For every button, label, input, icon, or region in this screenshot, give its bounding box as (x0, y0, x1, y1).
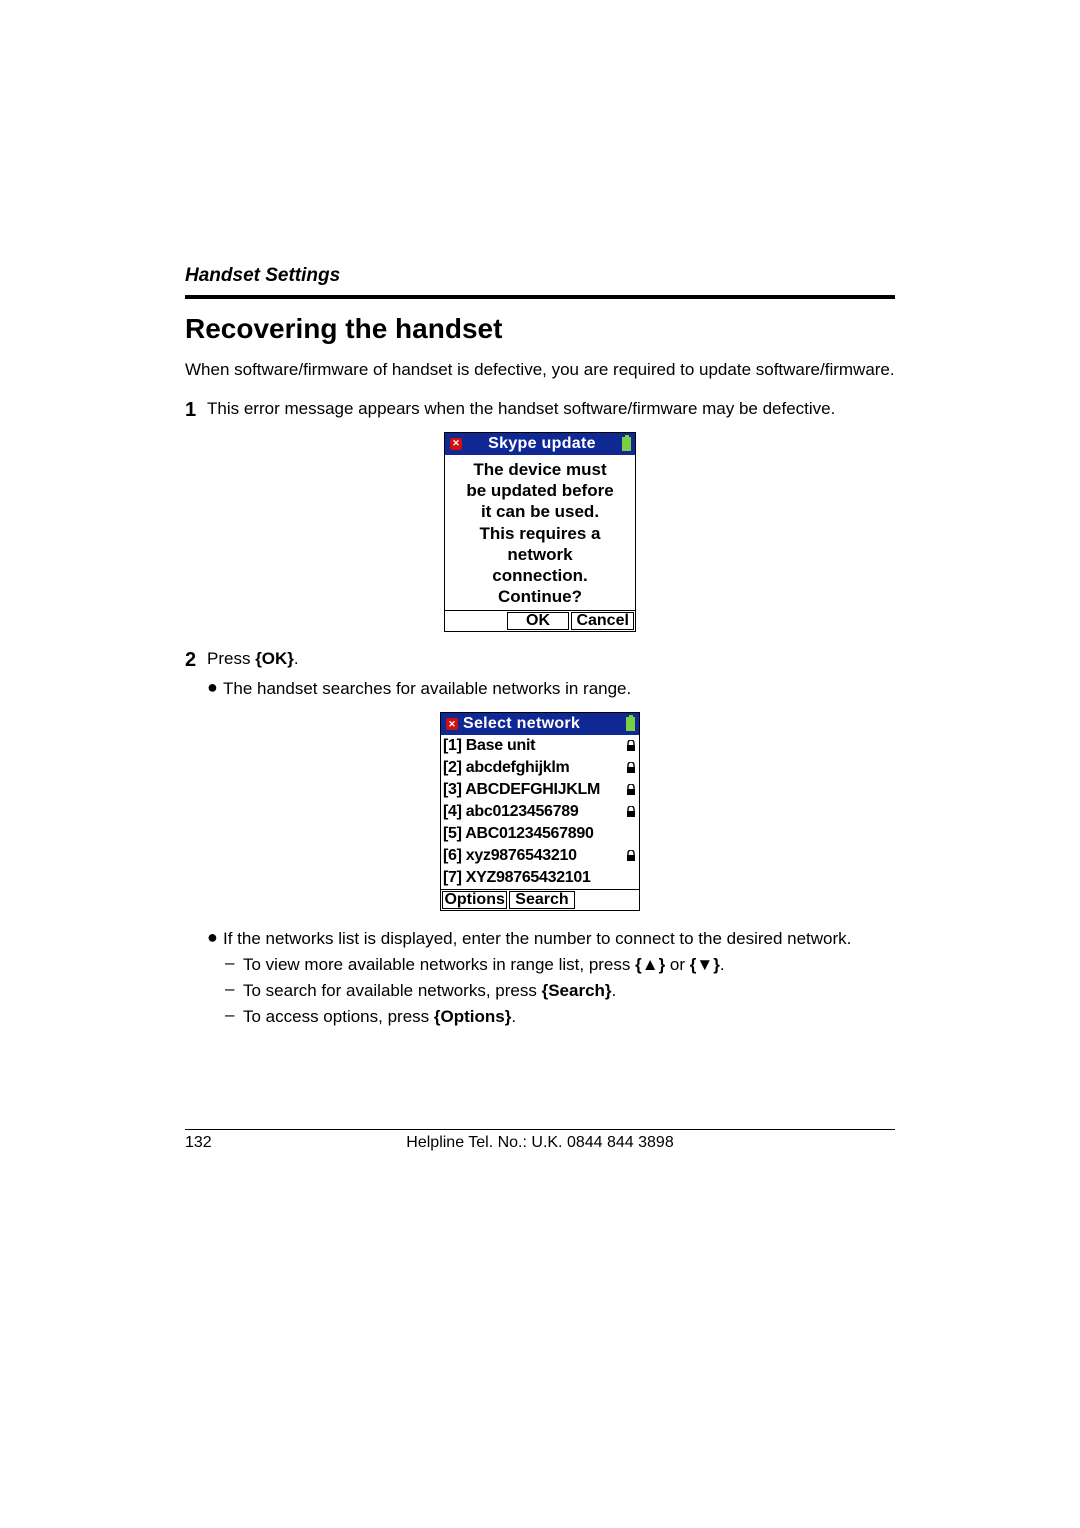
step-2-bullet: The handset searches for available netwo… (223, 677, 895, 701)
network-row[interactable]: [2] abcdefghijklm (441, 757, 639, 779)
step-2-key: {OK} (255, 649, 294, 668)
status-icon: ✕ (443, 718, 461, 730)
sub-bullet-3: To access options, press {Options}. (243, 1005, 895, 1029)
footer-helpline: Helpline Tel. No.: U.K. 0844 844 3898 (406, 1134, 673, 1152)
page-number: 132 (185, 1134, 212, 1154)
screen1-line: be updated before (447, 480, 633, 501)
screen1-body: The device must be updated before it can… (445, 455, 635, 610)
after-bullet: If the networks list is displayed, enter… (223, 927, 895, 951)
network-label: [5] ABC01234567890 (443, 825, 625, 843)
footer: 132 Helpline Tel. No.: U.K. 0844 844 389… (185, 1134, 895, 1154)
screen1-line: connection. (447, 565, 633, 586)
step-1: 1 This error message appears when the ha… (185, 398, 895, 422)
step-1-text: This error message appears when the hand… (207, 398, 895, 422)
screen2-title: Select network (461, 715, 623, 733)
screen1-line: Continue? (447, 586, 633, 607)
battery-icon (623, 717, 637, 731)
dash-icon: – (225, 1005, 243, 1029)
lock-icon (625, 850, 637, 862)
lock-icon (625, 740, 637, 752)
bullet-icon: ● (207, 677, 223, 701)
screen1-line: it can be used. (447, 501, 633, 522)
softkey-cancel[interactable]: Cancel (571, 612, 634, 630)
select-network-screen: ✕ Select network [1] Base unit [2] abcdef… (440, 712, 640, 911)
lock-icon (625, 806, 637, 818)
softkey-search[interactable]: Search (509, 891, 574, 909)
dash-icon: – (225, 979, 243, 1003)
battery-icon (619, 437, 633, 451)
page-title: Recovering the handset (185, 313, 895, 345)
sub-bullet-2: To search for available networks, press … (243, 979, 895, 1003)
footer-rule (185, 1129, 895, 1130)
network-row[interactable]: [3] ABCDEFGHIJKLM (441, 779, 639, 801)
skype-update-screen: ✕ Skype update The device must be update… (444, 432, 636, 632)
screen1-titlebar: ✕ Skype update (445, 433, 635, 455)
screen1-line: The device must (447, 459, 633, 480)
sub-bullet-1: To view more available networks in range… (243, 953, 895, 977)
network-row[interactable]: [1] Base unit (441, 735, 639, 757)
network-label: [1] Base unit (443, 737, 625, 755)
status-icon: ✕ (447, 438, 465, 450)
step-2: 2 Press {OK}. ● The handset searches for… (185, 648, 895, 703)
step-1-number: 1 (185, 398, 207, 422)
screen2-titlebar: ✕ Select network (441, 713, 639, 735)
screen2-softkeys: Options Search (441, 889, 639, 910)
network-label: [2] abcdefghijklm (443, 759, 625, 777)
screen1-line: This requires a (447, 523, 633, 544)
bullet-icon: ● (207, 927, 223, 951)
network-row[interactable]: [7] XYZ98765432101 (441, 867, 639, 889)
network-row[interactable]: [5] ABC01234567890 (441, 823, 639, 845)
section-header: Handset Settings (185, 265, 895, 287)
screen1-line: network (447, 544, 633, 565)
network-label: [3] ABCDEFGHIJKLM (443, 781, 625, 799)
step-2-number: 2 (185, 648, 207, 703)
intro-text: When software/firmware of handset is def… (185, 359, 895, 382)
lock-icon (625, 762, 637, 774)
network-row[interactable]: [4] abc0123456789 (441, 801, 639, 823)
lock-icon (625, 784, 637, 796)
screen1-softkeys: OK Cancel (445, 610, 635, 631)
softkey-options[interactable]: Options (442, 891, 507, 909)
step-2-text-pre: Press (207, 649, 255, 668)
network-label: [6] xyz9876543210 (443, 847, 625, 865)
screen1-title: Skype update (465, 435, 619, 453)
section-rule (185, 295, 895, 299)
softkey-left[interactable] (445, 611, 506, 631)
softkey-right[interactable] (576, 890, 639, 910)
dash-icon: – (225, 953, 243, 977)
network-list: [1] Base unit [2] abcdefghijklm [3] ABCDEF… (441, 735, 639, 889)
softkey-ok[interactable]: OK (507, 612, 570, 630)
network-label: [4] abc0123456789 (443, 803, 625, 821)
step-2-text-post: . (294, 649, 299, 668)
network-label: [7] XYZ98765432101 (443, 869, 625, 887)
network-row[interactable]: [6] xyz9876543210 (441, 845, 639, 867)
